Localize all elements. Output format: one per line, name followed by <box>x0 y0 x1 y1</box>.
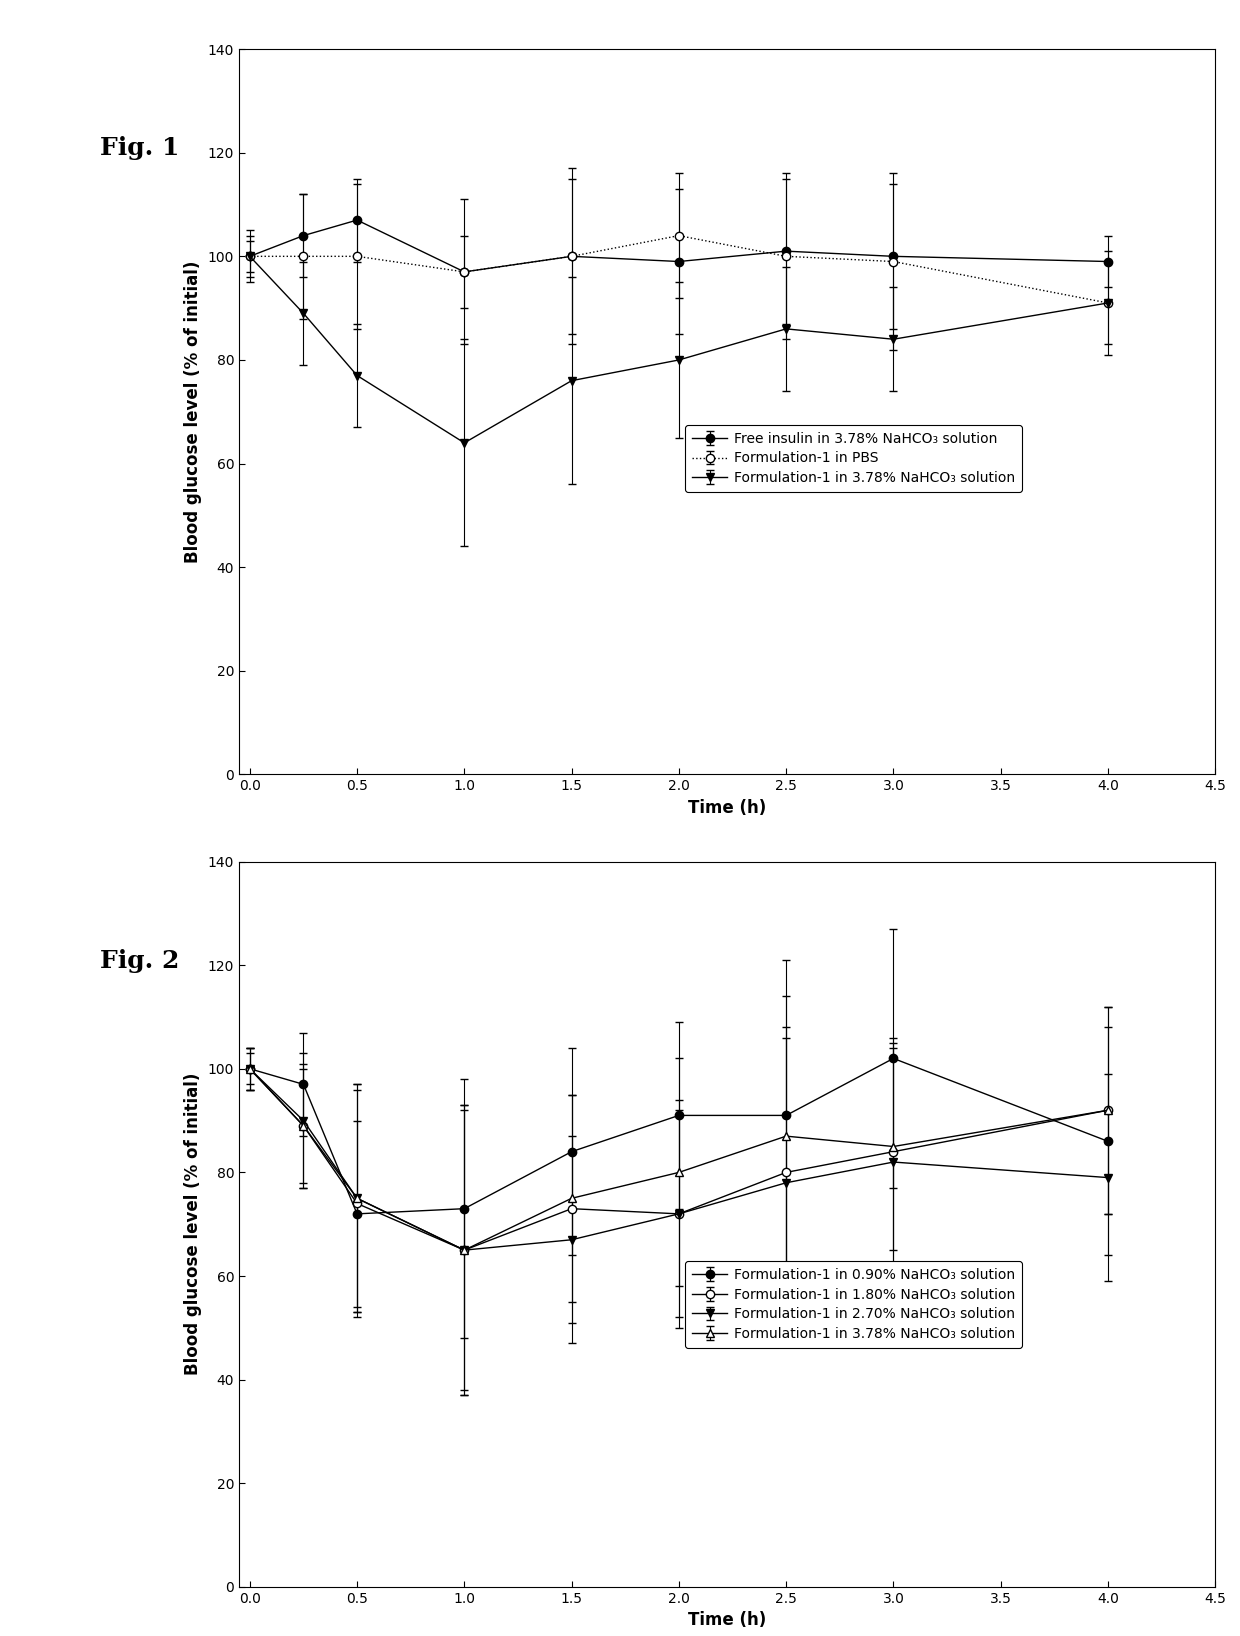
Text: Fig. 2: Fig. 2 <box>99 949 179 972</box>
X-axis label: Time (h): Time (h) <box>688 1611 766 1629</box>
Legend: Formulation-1 in 0.90% NaHCO₃ solution, Formulation-1 in 1.80% NaHCO₃ solution, : Formulation-1 in 0.90% NaHCO₃ solution, … <box>686 1261 1022 1348</box>
Y-axis label: Blood glucose level (% of initial): Blood glucose level (% of initial) <box>185 260 202 563</box>
Y-axis label: Blood glucose level (% of initial): Blood glucose level (% of initial) <box>185 1073 202 1376</box>
X-axis label: Time (h): Time (h) <box>688 798 766 816</box>
Text: Fig. 1: Fig. 1 <box>99 136 179 160</box>
Legend: Free insulin in 3.78% NaHCO₃ solution, Formulation-1 in PBS, Formulation-1 in 3.: Free insulin in 3.78% NaHCO₃ solution, F… <box>686 425 1022 492</box>
